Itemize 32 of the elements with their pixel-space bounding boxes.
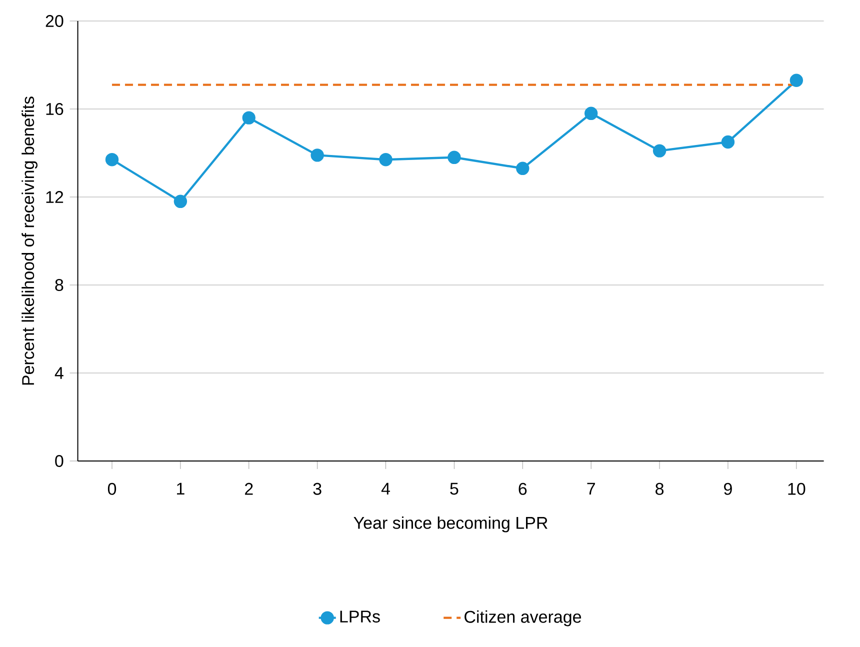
y-tick-label: 4 <box>54 367 64 379</box>
point <box>310 148 324 162</box>
x-tick-label: 0 <box>108 482 116 495</box>
point <box>721 135 735 149</box>
legend-label: LPRs <box>340 610 380 623</box>
point <box>516 162 530 175</box>
y-tick-label: 0 <box>55 454 64 468</box>
y-tick-label: 20 <box>46 14 64 28</box>
x-tick-label: 1 <box>177 482 184 495</box>
x-tick-label: 5 <box>450 482 458 495</box>
point <box>379 153 392 166</box>
x-tick-label: 8 <box>656 482 664 495</box>
x-tick-label: 3 <box>313 482 322 495</box>
point <box>105 153 119 166</box>
point <box>242 111 256 124</box>
y-tick-label: 12 <box>46 191 64 203</box>
y-tick-label: 8 <box>55 278 64 292</box>
x-tick-label: 9 <box>724 482 732 495</box>
point <box>448 150 461 164</box>
point <box>584 106 598 120</box>
point <box>652 144 666 158</box>
x-tick-label: 4 <box>381 482 390 495</box>
y-axis-title: Percent likelihood of receiving benefits <box>22 96 38 385</box>
x-axis-title: Year since becoming LPR <box>354 516 548 532</box>
point <box>174 194 188 208</box>
legend-label: Citizen average <box>464 610 582 626</box>
x-tick-label: 2 <box>245 482 253 495</box>
x-tick-label: 10 <box>788 482 806 495</box>
point <box>790 74 804 87</box>
y-tick-label: 16 <box>46 102 64 116</box>
x-tick-label: 7 <box>587 482 595 495</box>
x-tick-label: 6 <box>518 482 527 495</box>
